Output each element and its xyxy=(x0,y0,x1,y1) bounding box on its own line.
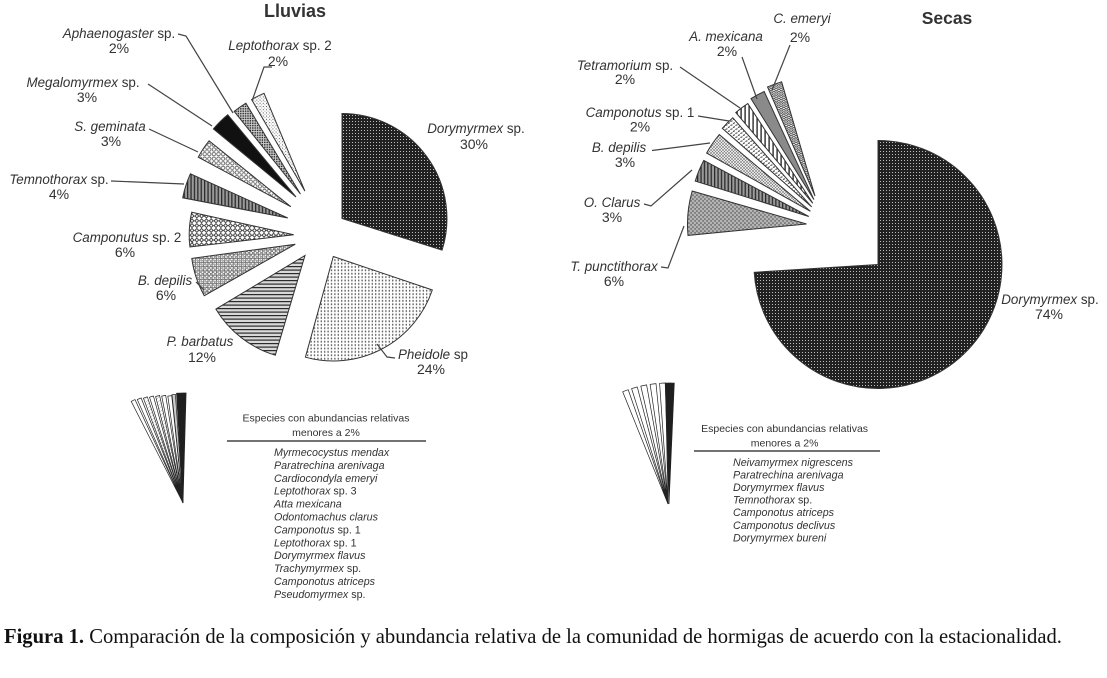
svg-text:6%: 6% xyxy=(156,287,176,303)
svg-text:2%: 2% xyxy=(615,71,635,87)
svg-text:Pheidole sp: Pheidole sp xyxy=(398,347,468,362)
svg-text:30%: 30% xyxy=(460,136,488,152)
svg-text:12%: 12% xyxy=(188,349,216,365)
svg-text:Temnothorax sp.: Temnothorax sp. xyxy=(9,172,108,187)
svg-text:Camponotus atriceps: Camponotus atriceps xyxy=(274,576,376,588)
svg-text:2%: 2% xyxy=(109,40,129,56)
svg-text:Dorymyrmex sp.: Dorymyrmex sp. xyxy=(1001,292,1098,307)
svg-text:3%: 3% xyxy=(602,209,622,225)
svg-text:Camponotus declivus: Camponotus declivus xyxy=(733,520,836,532)
svg-text:Dorymyrmex bureni: Dorymyrmex bureni xyxy=(733,532,827,544)
svg-text:Camponotus sp. 1: Camponotus sp. 1 xyxy=(586,105,695,120)
svg-text:Myrmecocystus mendax: Myrmecocystus mendax xyxy=(274,447,390,459)
svg-text:Leptothorax sp. 2: Leptothorax sp. 2 xyxy=(228,38,332,53)
svg-text:Especies con abundancias relat: Especies con abundancias relativas xyxy=(243,413,410,425)
svg-text:6%: 6% xyxy=(115,244,135,260)
svg-text:24%: 24% xyxy=(417,361,445,377)
svg-text:T. punctithorax: T. punctithorax xyxy=(570,259,659,274)
svg-text:Paratrechina arenivaga: Paratrechina arenivaga xyxy=(274,460,385,472)
svg-text:Tetramorium sp.: Tetramorium sp. xyxy=(577,58,673,73)
svg-text:Leptothorax sp. 1: Leptothorax sp. 1 xyxy=(274,537,357,549)
svg-text:Paratrechina arenivaga: Paratrechina arenivaga xyxy=(733,470,844,482)
svg-text:C. emeryi: C. emeryi xyxy=(773,11,831,26)
svg-text:Camponotus atriceps: Camponotus atriceps xyxy=(733,507,835,519)
svg-text:B. depilis: B. depilis xyxy=(592,140,647,155)
svg-text:P. barbatus: P. barbatus xyxy=(167,334,234,349)
svg-text:2%: 2% xyxy=(717,43,737,59)
svg-text:2%: 2% xyxy=(630,119,650,135)
svg-text:menores a 2%: menores a 2% xyxy=(751,438,819,450)
svg-text:Atta mexicana: Atta mexicana xyxy=(273,499,342,511)
svg-text:S. geminata: S. geminata xyxy=(74,119,145,134)
svg-text:2%: 2% xyxy=(268,53,288,69)
svg-text:A. mexicana: A. mexicana xyxy=(688,29,763,44)
svg-text:3%: 3% xyxy=(101,133,121,149)
svg-text:6%: 6% xyxy=(604,273,624,289)
svg-text:Lluvias: Lluvias xyxy=(264,1,326,21)
svg-text:3%: 3% xyxy=(77,89,97,105)
svg-text:Aphaenogaster sp.: Aphaenogaster sp. xyxy=(62,26,175,41)
svg-text:Dorymyrmex flavus: Dorymyrmex flavus xyxy=(274,550,366,562)
svg-text:Leptothorax sp. 3: Leptothorax sp. 3 xyxy=(274,486,357,498)
svg-text:4%: 4% xyxy=(49,186,69,202)
svg-text:Pseudomyrmex sp.: Pseudomyrmex sp. xyxy=(274,589,365,601)
svg-text:2%: 2% xyxy=(790,29,810,45)
svg-text:74%: 74% xyxy=(1035,306,1063,322)
svg-text:Camponotus sp. 1: Camponotus sp. 1 xyxy=(274,524,361,536)
svg-text:Cardiocondyla emeryi: Cardiocondyla emeryi xyxy=(274,473,378,485)
svg-text:Especies con abundancias relat: Especies con abundancias relativas xyxy=(701,423,868,435)
svg-text:Neivamyrmex nigrescens: Neivamyrmex nigrescens xyxy=(733,457,854,469)
svg-text:Odontomachus clarus: Odontomachus clarus xyxy=(274,512,379,524)
svg-text:Secas: Secas xyxy=(922,8,973,28)
svg-text:menores a 2%: menores a 2% xyxy=(292,427,360,439)
svg-text:B. depilis: B. depilis xyxy=(138,273,193,288)
svg-text:Figura 1. Comparación de la co: Figura 1. Comparación de la composición … xyxy=(4,626,1062,648)
svg-text:Dorymyrmex sp.: Dorymyrmex sp. xyxy=(427,121,524,136)
svg-text:Dorymyrmex flavus: Dorymyrmex flavus xyxy=(733,482,825,494)
svg-text:Megalomyrmex sp.: Megalomyrmex sp. xyxy=(26,75,139,90)
svg-text:Temnothorax sp.: Temnothorax sp. xyxy=(733,495,812,507)
svg-text:3%: 3% xyxy=(615,154,635,170)
svg-text:O. Clarus: O. Clarus xyxy=(584,195,641,210)
svg-text:Trachymyrmex sp.: Trachymyrmex sp. xyxy=(274,563,361,575)
svg-text:Camponutus sp. 2: Camponutus sp. 2 xyxy=(73,230,182,245)
